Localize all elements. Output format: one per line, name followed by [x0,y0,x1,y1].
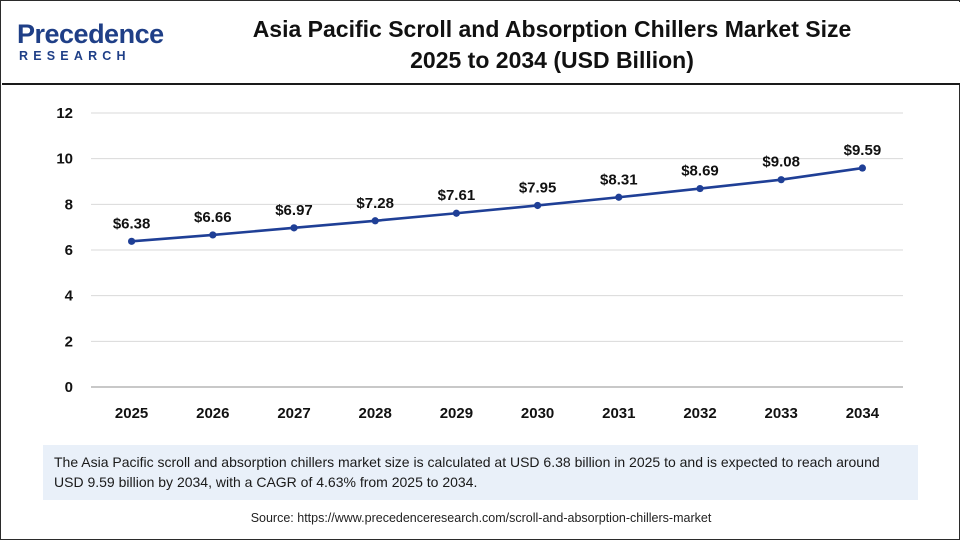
data-point [371,217,379,225]
x-tick-label: 2028 [359,405,392,422]
data-point [615,193,623,201]
data-point [452,209,460,217]
brand-logo: Precedence RESEARCH [17,20,167,66]
brand-name-bottom: RESEARCH [19,49,131,63]
data-point [209,231,217,239]
data-label: $6.97 [275,202,313,219]
grid-layer [91,112,903,342]
data-label: $9.59 [844,142,882,159]
x-tick-label: 2025 [115,405,148,422]
chart-title: Asia Pacific Scroll and Absorption Chill… [202,14,902,76]
data-label: $8.31 [600,171,638,188]
y-tick-label: 8 [65,196,73,213]
axis-layer: 0 2 4 6 8 10 12 2025 2026 2027 2028 2029 2030 2031 203… [56,105,903,422]
chart-title-line-1: Asia Pacific Scroll and Absorption Chill… [252,16,852,42]
data-point [696,184,704,193]
data-label: $6.66 [194,209,232,226]
data-point [128,237,136,245]
chart-title-line-2: 2025 to 2034 (USD Billion) [410,47,694,73]
y-tick-label: 2 [65,333,73,350]
line-chart: 0 2 4 6 8 10 12 2025 2026 2027 2028 2029 2030 2031 203… [56,105,903,422]
data-label: $9.08 [762,154,800,171]
x-tick-label: 2033 [765,405,798,422]
chart-description: The Asia Pacific scroll and absorption c… [43,445,918,500]
brand-name-top: Precedence [17,19,164,49]
y-tick-label: 4 [65,288,74,305]
data-point [534,201,542,210]
x-tick-label: 2027 [277,405,310,422]
data-label: $7.95 [519,179,557,196]
data-label: $6.38 [113,215,151,232]
y-tick-label: 0 [65,379,73,396]
x-tick-label: 2032 [683,405,716,422]
header: Precedence RESEARCH Asia Pacific Scroll … [2,2,960,85]
x-tick-label: 2034 [846,405,880,422]
y-tick-label: 10 [56,151,73,168]
y-tick-label: 12 [56,105,73,122]
data-point [777,176,785,184]
data-label: $7.28 [356,195,394,212]
x-tick-label: 2029 [440,405,473,422]
series-layer [128,164,867,245]
data-point [290,224,298,232]
x-tick-label: 2030 [521,405,554,422]
label-layer: $6.38 $6.66 $6.97 $7.28 $7.61 $7.95 $8.31 $8.69… [113,142,881,232]
source-citation: Source: https://www.precedenceresearch.c… [250,511,712,525]
y-tick-label: 6 [65,242,73,259]
data-label: $8.69 [681,163,719,180]
data-label: $7.61 [438,187,476,204]
data-point [858,164,867,172]
x-tick-label: 2031 [602,405,635,422]
series-line [131,166,863,243]
x-tick-label: 2026 [196,405,229,422]
